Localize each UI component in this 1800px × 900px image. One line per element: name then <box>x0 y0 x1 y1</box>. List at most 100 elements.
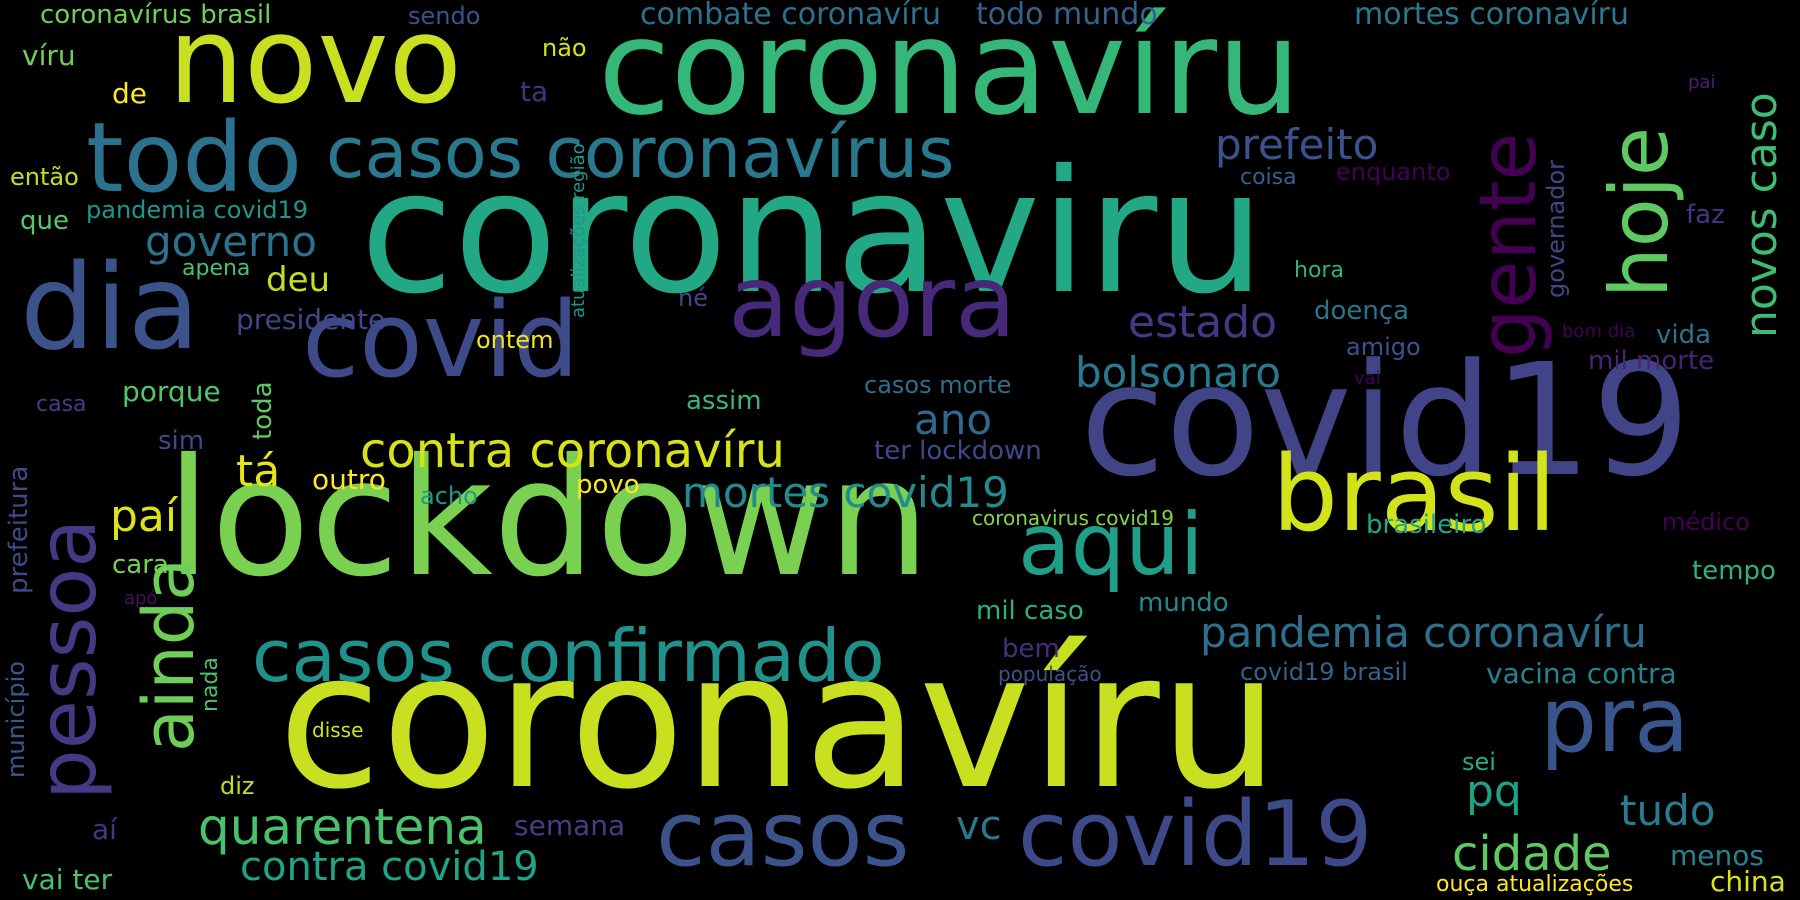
word: bom dia <box>1562 321 1636 342</box>
word: quarentena <box>198 798 487 856</box>
word: apena <box>182 256 251 281</box>
word: coronavirus covid19 <box>972 506 1175 530</box>
word: bem <box>1002 634 1060 664</box>
word: coronavíru <box>598 0 1301 145</box>
word: casos <box>656 782 910 887</box>
word: pandemia coronavíru <box>1200 608 1647 657</box>
word: apó <box>124 588 158 609</box>
word: né <box>678 284 708 312</box>
word: porque <box>122 375 221 408</box>
word: acho <box>420 482 478 510</box>
word: menos <box>1670 839 1764 872</box>
word: brasil <box>1272 433 1557 555</box>
word: pai <box>1688 72 1716 93</box>
word: vai <box>1354 368 1381 389</box>
word: bolsonaro <box>1075 348 1282 397</box>
word: sim <box>158 426 205 456</box>
word: casos morte <box>864 371 1012 399</box>
word: tudo <box>1620 786 1716 835</box>
word: ontem <box>476 326 554 354</box>
word: mortes coronavíru <box>1354 0 1630 32</box>
word: toda <box>248 381 278 440</box>
word: lockdown <box>166 425 931 613</box>
word: governador <box>1542 159 1570 298</box>
word: cidade <box>1452 826 1612 882</box>
word: deu <box>266 260 331 300</box>
word: município <box>2 661 30 778</box>
word: atualizações região <box>568 143 589 318</box>
word: coronavírus brasil <box>40 0 272 30</box>
word: prefeitura <box>4 465 34 594</box>
word: semana <box>514 809 626 842</box>
word: vida <box>1656 320 1712 350</box>
word: mundo <box>1138 588 1229 618</box>
word: coronaviru <box>360 134 1266 332</box>
word: médico <box>1662 508 1750 536</box>
word: casos coronavírus <box>326 112 955 194</box>
word: novos caso <box>1736 92 1787 338</box>
word: presidente <box>236 303 386 336</box>
word: não <box>542 34 587 62</box>
word: vc <box>956 803 1002 849</box>
word: todo <box>86 102 303 214</box>
word: hora <box>1294 258 1344 283</box>
word: covid19 brasil <box>1240 658 1408 686</box>
word: pessoa <box>21 518 114 800</box>
word: hoje <box>1593 126 1686 298</box>
word: disse <box>312 718 364 742</box>
word: coronavíru <box>278 612 1279 831</box>
word: víru <box>22 39 76 72</box>
word: enquanto <box>1336 158 1451 186</box>
word: povo <box>576 470 640 500</box>
word: amigo <box>1346 333 1421 361</box>
word: aqui <box>1018 495 1204 595</box>
word: todo mundo <box>976 0 1158 32</box>
word: mortes covid19 <box>682 468 1009 517</box>
word: população <box>998 662 1102 686</box>
word: contra coronavíru <box>360 423 785 479</box>
word: ano <box>914 395 993 444</box>
word: governo <box>145 217 317 266</box>
word: dia <box>20 238 200 376</box>
word: ta <box>520 75 549 108</box>
word: ouça atualizações <box>1436 872 1634 897</box>
word: que <box>20 206 69 236</box>
word: nada <box>198 657 223 712</box>
word: pandemia covid19 <box>86 196 309 224</box>
word: ter lockdown <box>874 436 1042 466</box>
word: estado <box>1128 297 1278 348</box>
word: covid19 <box>1080 330 1691 511</box>
word: então <box>10 163 79 191</box>
word: agora <box>728 243 1017 360</box>
word: tá <box>236 446 281 497</box>
word: sendo <box>408 2 481 30</box>
word: coisa <box>1240 165 1297 190</box>
word: contra covid19 <box>240 844 539 890</box>
word: diz <box>220 772 255 800</box>
word: aí <box>92 813 117 846</box>
word: covid <box>302 279 580 401</box>
word: mil caso <box>976 596 1084 626</box>
word: doença <box>1314 296 1410 326</box>
word: mil morte <box>1588 346 1715 376</box>
word: prefeito <box>1215 120 1379 169</box>
word: cara <box>112 550 169 580</box>
word: sei <box>1462 748 1496 776</box>
word: outro <box>312 463 386 496</box>
word: pq <box>1466 766 1522 817</box>
word: brasileiro <box>1366 510 1487 540</box>
word: pra <box>1540 668 1690 773</box>
word: gente <box>1464 132 1554 358</box>
word: vai ter <box>22 863 113 896</box>
word: de <box>112 77 147 110</box>
word: faz <box>1686 200 1725 230</box>
word: paí <box>110 491 178 542</box>
word: china <box>1710 865 1786 898</box>
word: covid19 <box>1018 782 1373 887</box>
word: novo <box>168 0 462 131</box>
word: assim <box>686 386 762 416</box>
word: tempo <box>1692 556 1776 586</box>
word: casos confirmado <box>252 614 885 698</box>
word: vacina contra <box>1486 657 1677 690</box>
